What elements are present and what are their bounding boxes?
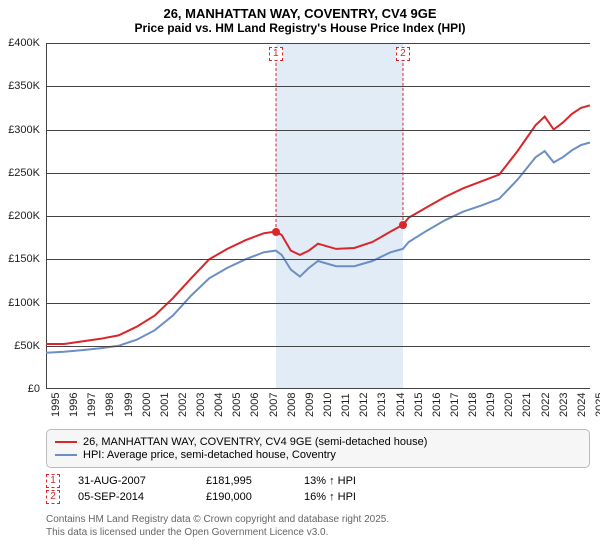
x-axis-labels: 1995199619971998199920002001200220032004… (46, 389, 590, 425)
sale-index-box: 2 (46, 490, 60, 504)
legend: 26, MANHATTAN WAY, COVENTRY, CV4 9GE (se… (46, 429, 590, 468)
y-gridline (46, 43, 590, 44)
marker-dot (272, 228, 280, 236)
legend-label: HPI: Average price, semi-detached house,… (83, 449, 336, 461)
marker-line (402, 63, 403, 225)
footer-line: This data is licensed under the Open Gov… (46, 527, 590, 540)
y-tick-label: £150K (0, 253, 40, 265)
y-gridline (46, 130, 590, 131)
table-row: 1 31-AUG-2007 £181,995 13% ↑ HPI (46, 474, 590, 488)
y-gridline (46, 173, 590, 174)
sale-date: 05-SEP-2014 (78, 491, 188, 503)
sale-date: 31-AUG-2007 (78, 475, 188, 487)
marker-label-box: 2 (396, 47, 410, 61)
x-tick-label: 2025 (594, 393, 600, 417)
y-tick-label: £250K (0, 167, 40, 179)
sale-price: £190,000 (206, 491, 286, 503)
legend-swatch (55, 454, 77, 456)
chart-title: 26, MANHATTAN WAY, COVENTRY, CV4 9GE (0, 6, 600, 21)
y-gridline (46, 86, 590, 87)
marker-label-box: 1 (269, 47, 283, 61)
marker-line (275, 63, 276, 232)
chart-subtitle: Price paid vs. HM Land Registry's House … (0, 21, 600, 35)
title-block: 26, MANHATTAN WAY, COVENTRY, CV4 9GE Pri… (0, 0, 600, 37)
y-tick-label: £100K (0, 297, 40, 309)
footer-line: Contains HM Land Registry data © Crown c… (46, 514, 590, 527)
sale-delta: 13% ↑ HPI (304, 475, 404, 487)
y-gridline (46, 303, 590, 304)
y-tick-label: £300K (0, 124, 40, 136)
series-price (46, 105, 590, 344)
sales-table: 1 31-AUG-2007 £181,995 13% ↑ HPI 2 05-SE… (46, 474, 590, 504)
y-tick-label: £350K (0, 80, 40, 92)
chart-area: £0£50K£100K£150K£200K£250K£300K£350K£400… (46, 43, 590, 389)
legend-label: 26, MANHATTAN WAY, COVENTRY, CV4 9GE (se… (83, 436, 427, 448)
series-hpi (46, 143, 590, 353)
y-gridline (46, 216, 590, 217)
y-tick-label: £50K (0, 340, 40, 352)
sale-index-box: 1 (46, 474, 60, 488)
legend-swatch (55, 441, 77, 443)
legend-row: 26, MANHATTAN WAY, COVENTRY, CV4 9GE (se… (55, 436, 581, 448)
table-row: 2 05-SEP-2014 £190,000 16% ↑ HPI (46, 490, 590, 504)
y-tick-label: £0 (0, 383, 40, 395)
y-tick-label: £400K (0, 37, 40, 49)
marker-dot (399, 221, 407, 229)
y-gridline (46, 259, 590, 260)
y-gridline (46, 346, 590, 347)
sale-price: £181,995 (206, 475, 286, 487)
sale-delta: 16% ↑ HPI (304, 491, 404, 503)
y-tick-label: £200K (0, 210, 40, 222)
footer: Contains HM Land Registry data © Crown c… (46, 514, 590, 539)
legend-row: HPI: Average price, semi-detached house,… (55, 449, 581, 461)
